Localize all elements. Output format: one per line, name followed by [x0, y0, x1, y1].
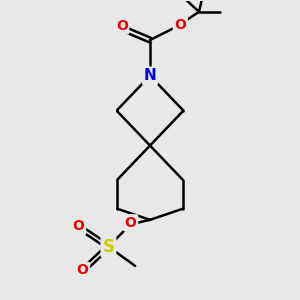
Text: O: O — [174, 18, 186, 32]
Text: O: O — [116, 19, 128, 33]
Text: N: N — [144, 68, 156, 83]
Text: S: S — [102, 238, 114, 256]
Text: O: O — [76, 263, 88, 278]
Text: O: O — [73, 219, 85, 233]
Text: O: O — [125, 216, 136, 230]
